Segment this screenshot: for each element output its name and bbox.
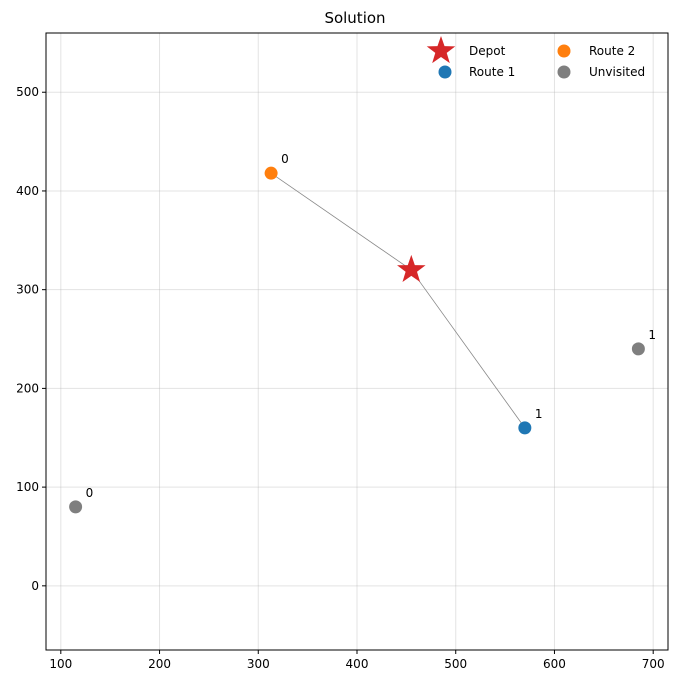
data-points: 1 0 0 1: [69, 152, 656, 514]
legend-marker-route-2: [557, 44, 571, 58]
legend-marker-route-1: [438, 65, 452, 79]
x-tick-label: 500: [444, 657, 467, 671]
chart-title: Solution: [324, 9, 385, 27]
point-label: 0: [281, 152, 289, 166]
y-tick-label: 100: [16, 480, 39, 494]
route-edges: [271, 173, 525, 428]
legend-label-route-1: Route 1: [469, 65, 515, 79]
point-route-2: [264, 166, 278, 180]
y-tick-label: 400: [16, 184, 39, 198]
x-tick-label: 300: [247, 657, 270, 671]
x-tick-label: 100: [49, 657, 72, 671]
legend-label-route-2: Route 2: [589, 44, 635, 58]
point-route-1: [518, 421, 532, 435]
legend-label-depot: Depot: [469, 44, 506, 58]
depot-star-marker: [397, 254, 426, 283]
x-tick-label: 600: [543, 657, 566, 671]
y-tick-label: 200: [16, 381, 39, 395]
x-tick-label: 200: [148, 657, 171, 671]
legend-label-unvisited: Unvisited: [589, 65, 645, 79]
route-edge-arrow: [271, 173, 412, 271]
y-tick-label: 0: [31, 579, 39, 593]
y-tick-label: 300: [16, 283, 39, 297]
point-label: 1: [535, 407, 543, 421]
x-tick-label: 700: [642, 657, 665, 671]
point-unvisited: [631, 342, 645, 356]
legend: Depot Route 2 Route 1 Unvisited: [426, 36, 645, 79]
legend-marker-unvisited: [557, 65, 571, 79]
legend-depot-marker: [426, 36, 456, 64]
x-tick-label: 400: [346, 657, 369, 671]
point-label: 1: [648, 328, 656, 342]
route-edge-arrow: [410, 269, 525, 428]
grid-lines: [46, 33, 668, 650]
y-tick-label: 500: [16, 85, 39, 99]
point-label: 0: [86, 486, 94, 500]
point-unvisited: [69, 500, 83, 514]
